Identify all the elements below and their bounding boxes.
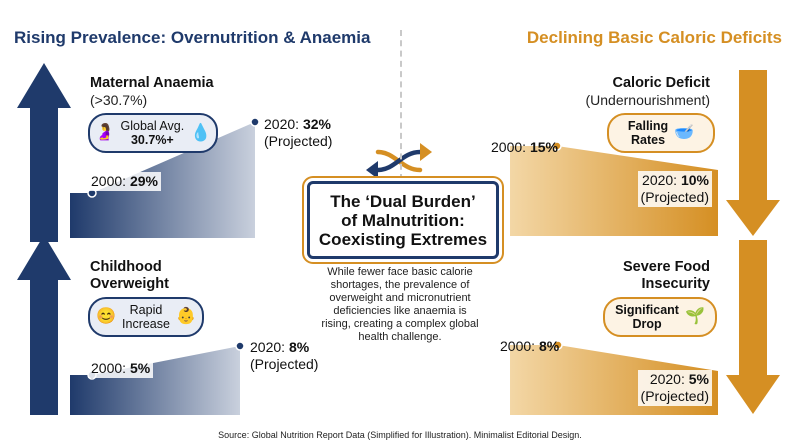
overweight-end-point [235,341,245,351]
center-title-line1: The ‘Dual Burden’ [330,191,476,211]
center-title-line2: of Malnutrition: [341,210,465,230]
dual-burden-title-box: The ‘Dual Burden’ of Malnutrition: Coexi… [307,181,499,259]
left-heading: Rising Prevalence: Overnutrition & Anaem… [14,28,371,47]
anaemia-subtitle: (>30.7%) [90,92,148,108]
declining-arrow-top [726,70,780,236]
caloric-subtitle: (Undernourishment) [585,92,711,108]
column-divider [400,30,402,180]
overweight-start-label: 2000: 5% [88,359,154,378]
blood-drop-icon: 💧 [190,123,212,142]
anaemia-badge: 🤰 Global Avg. 30.7%+ 💧 [88,113,218,153]
food-badge-text: Significant Drop [615,303,679,331]
anaemia-end-point [250,117,260,127]
food-title: Severe Food Insecurity [622,259,710,292]
anaemia-badge-line2: 30.7%+ [130,133,174,147]
food-bowl-icon: 🥣 [674,124,695,141]
overweight-badge: 😊 Rapid Increase 👶 [88,297,204,337]
caloric-end-label: 2020: 10% (Projected) [637,171,712,207]
rising-arrow-bottom [17,235,71,415]
crossing-arrows-icon [375,149,423,173]
sprout-icon: 🌱 [684,308,705,325]
overweight-end-label: 2020: 8% (Projected) [250,339,319,372]
child-face-icon: 😊 [96,308,117,325]
center-title-line3: Coexisting Extremes [318,229,488,249]
food-badge: Significant Drop 🌱 [603,297,717,337]
caloric-area [510,146,718,236]
anaemia-badge-text: Global Avg. 30.7%+ [121,119,185,147]
source-note: Source: Global Nutrition Report Data (Si… [218,430,582,440]
overweight-title: Childhood Overweight [90,259,169,292]
food-start-label: 2000: 8% [500,338,560,354]
anaemia-start-label: 2000: 29% [88,172,161,191]
caloric-title: Caloric Deficit [612,75,711,91]
anaemia-badge-line1: Global Avg. [120,119,185,133]
pregnant-woman-icon: 🤰 [94,124,115,141]
rising-arrow-top [17,63,71,242]
food-end-label: 2020: 5% (Projected) [637,370,712,406]
baby-icon: 👶 [175,308,196,325]
overweight-area [70,346,240,415]
overweight-badge-text: Rapid Increase [122,303,170,331]
anaemia-area [70,122,255,238]
anaemia-end-label: 2020: 32% (Projected) [264,116,333,149]
caloric-badge-text: Falling Rates [627,119,669,147]
anaemia-title: Maternal Anaemia [90,75,214,91]
caloric-badge: Falling Rates 🥣 [607,113,715,153]
declining-arrow-bottom [726,240,780,414]
center-description: While fewer face basic calorie shortages… [321,266,479,343]
food-start-point [553,340,563,350]
caloric-start-point [552,141,562,151]
caloric-start-label: 2000: 15% [491,139,558,155]
right-heading: Declining Basic Caloric Deficits [526,28,782,47]
